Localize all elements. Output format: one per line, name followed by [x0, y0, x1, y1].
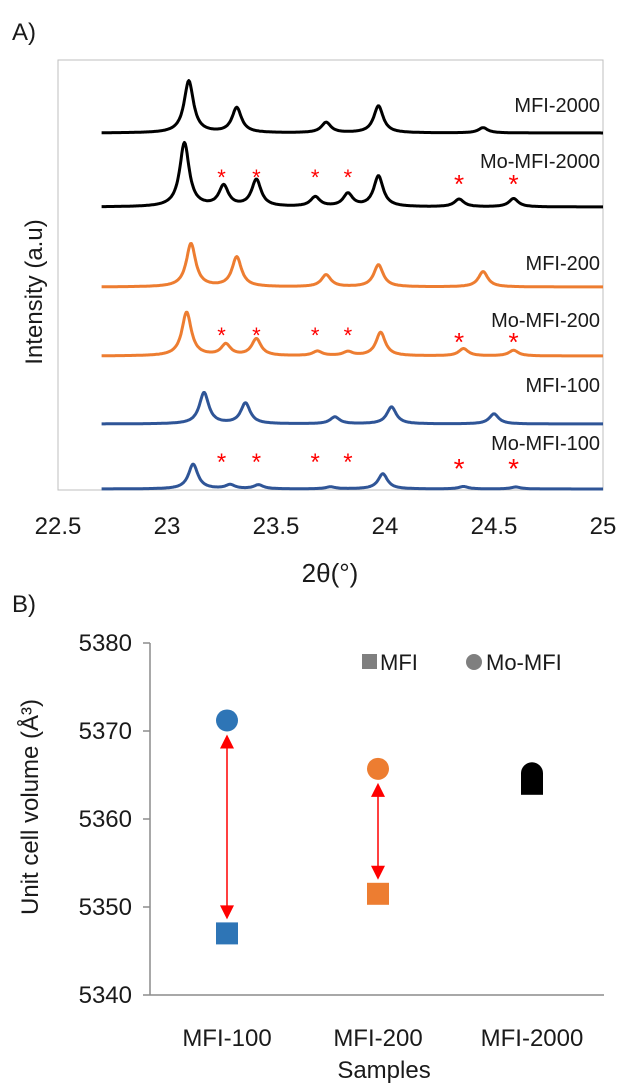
annotation-star: * [344, 165, 353, 190]
mfi-square-point [367, 882, 389, 905]
panel-a-star-annotations: * * * * * * * * * * * * * * * * * * [217, 165, 519, 484]
y-tick-label: 5380 [79, 630, 132, 657]
annotation-star: * [311, 165, 320, 190]
panel-b-y-tick-labels: 5340 5350 5360 5370 5380 [79, 630, 132, 1009]
x-tick-label: 23.5 [253, 513, 300, 540]
x-tick-label: 23 [154, 513, 181, 540]
arrow-head-up [371, 782, 385, 797]
annotation-star: * [343, 449, 352, 476]
annotation-star: * [311, 449, 320, 476]
annotation-star: * [217, 449, 226, 476]
pattern-line-mfi-2000 [101, 79, 604, 135]
mo-mfi-circle-point [521, 762, 543, 785]
series-label: MFI-100 [526, 375, 600, 397]
annotation-star: * [344, 323, 353, 348]
series-label: MFI-200 [526, 253, 600, 275]
mo-mfi-circle-point [367, 757, 389, 780]
x-tick-label: 24.5 [471, 513, 518, 540]
annotation-star: * [217, 323, 226, 348]
annotation-star: * [454, 453, 465, 484]
x-tick-label: 24 [372, 513, 399, 540]
series-label: Mo-MFI-200 [491, 310, 600, 332]
legend-label-mfi: MFI [380, 650, 418, 675]
mo-mfi-circle-point [216, 709, 238, 732]
panel-a-plot-frame [57, 59, 604, 491]
legend-circle-icon [466, 654, 482, 670]
x-tick-label: 22.5 [35, 513, 82, 540]
arrow-head-down [220, 905, 234, 920]
pattern-line-mfi-100 [101, 391, 604, 426]
x-tick-label: MFI-100 [182, 1025, 271, 1052]
panel-b-label: B) [12, 591, 36, 618]
y-tick-label: 5370 [79, 718, 132, 745]
panel-b-legend: MFI Mo-MFI [362, 650, 562, 675]
annotation-star: * [454, 327, 464, 357]
annotation-star: * [509, 327, 519, 357]
panel-a-label: A) [12, 19, 36, 46]
panel-a-series-group [101, 79, 604, 491]
arrow-head-up [220, 734, 234, 749]
annotation-star: * [311, 323, 320, 348]
y-tick-label: 5360 [79, 806, 132, 833]
panel-a-x-axis-label: 2θ(°) [302, 558, 359, 588]
panel-a: A) Intensity (a.u) MFI-2000Mo-MFI-2000MF… [12, 19, 616, 588]
series-label: MFI-2000 [514, 95, 600, 117]
annotation-star: * [508, 453, 519, 484]
y-tick-label: 5350 [79, 894, 132, 921]
panel-b-arrows [220, 734, 385, 920]
pattern-line-mo-mfi-100 [101, 462, 604, 491]
panel-b-y-axis-label: Unit cell volume (Å³) [16, 699, 44, 915]
panel-b: B) Unit cell volume (Å³) 5340 5350 5360 537… [12, 591, 604, 1084]
series-label: Mo-MFI-100 [491, 433, 600, 455]
series-label: Mo-MFI-2000 [480, 151, 600, 173]
panel-b-axes [143, 642, 604, 996]
annotation-star: * [217, 165, 226, 190]
panel-a-x-tick-labels: 22.5 23 23.5 24 24.5 25 [35, 513, 617, 540]
legend-square-icon [362, 654, 377, 669]
mfi-square-point [216, 922, 238, 945]
pattern-line-mo-mfi-200 [101, 310, 604, 358]
annotation-star: * [252, 165, 261, 190]
x-tick-label: MFI-2000 [481, 1025, 584, 1052]
x-tick-label: 25 [590, 513, 617, 540]
pattern-line-mo-mfi-2000 [101, 140, 604, 209]
panel-a-y-axis-label: Intensity (a.u) [21, 219, 48, 364]
panel-b-x-tick-labels: MFI-100 MFI-200 MFI-2000 [182, 1025, 583, 1052]
y-tick-label: 5340 [79, 982, 132, 1009]
panel-b-x-axis-label: Samples [337, 1057, 430, 1084]
panel-b-points [216, 709, 543, 945]
x-tick-label: MFI-200 [333, 1025, 422, 1052]
annotation-star: * [252, 449, 261, 476]
annotation-star: * [252, 323, 261, 348]
legend-label-mo-mfi: Mo-MFI [486, 650, 562, 675]
pattern-line-mfi-200 [101, 242, 604, 289]
annotation-star: * [509, 169, 519, 199]
panel-a-series-labels: MFI-2000 Mo-MFI-2000 MFI-200 Mo-MFI-200 MFI-… [480, 95, 600, 455]
annotation-star: * [454, 169, 464, 199]
arrow-head-down [371, 865, 385, 880]
